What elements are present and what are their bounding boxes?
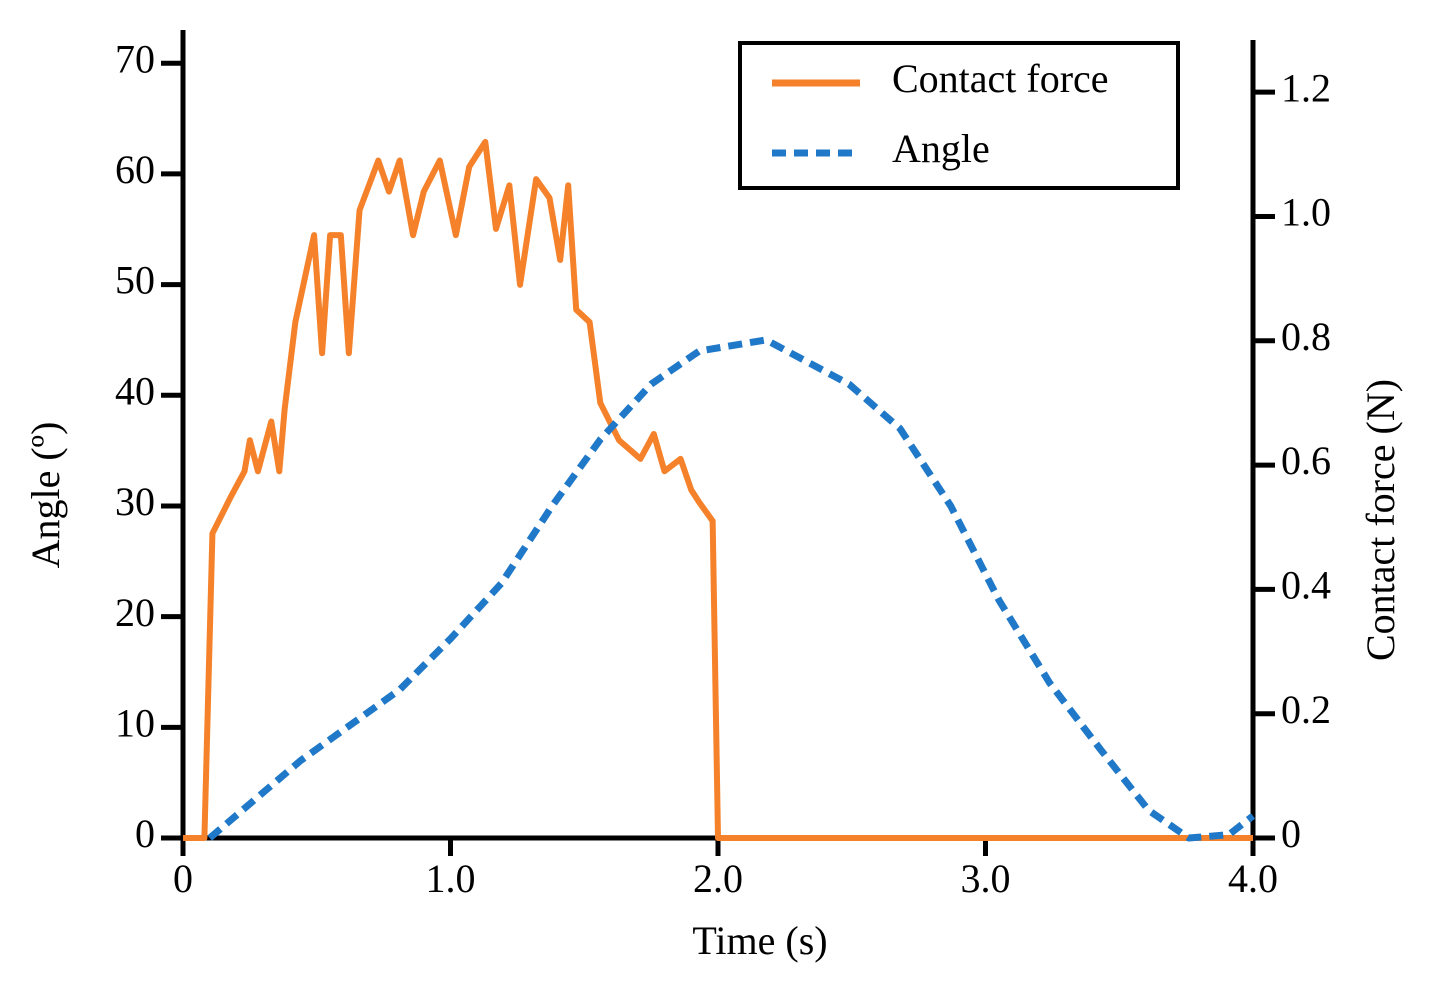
y-tick-label: 40 [115,368,155,413]
x-tick-label: 3.0 [961,856,1011,901]
y2-tick-label: 0.4 [1281,563,1331,608]
x-tick-label: 0 [173,856,193,901]
legend-label: Angle [892,126,990,171]
y2-axis-label: Contact force (N) [1358,379,1403,661]
legend-label: Contact force [892,56,1109,101]
y2-tick-label: 0.8 [1281,314,1331,359]
data-line [183,138,1253,841]
x-axis-label: Time (s) [692,918,827,963]
x-tick-label: 1.0 [426,856,476,901]
y-tick-label: 10 [115,700,155,745]
y2-tick-label: 1.0 [1281,190,1331,235]
y2-tick-label: 0.2 [1281,687,1331,732]
y-tick-label: 60 [115,147,155,192]
y-axis-label: Angle (º) [23,422,68,569]
y2-tick-label: 1.2 [1281,65,1331,110]
legend-box [738,41,1180,190]
y2-tick-label: 0 [1281,811,1301,856]
data-line [207,336,1256,842]
y2-tick-label: 0.6 [1281,438,1331,483]
y-tick-label: 0 [135,811,155,856]
x-tick-label: 4.0 [1228,856,1278,901]
y-tick-label: 30 [115,479,155,524]
y-tick-label: 50 [115,258,155,303]
x-tick-label: 2.0 [693,856,743,901]
y-tick-label: 20 [115,590,155,635]
y-tick-label: 70 [115,36,155,81]
